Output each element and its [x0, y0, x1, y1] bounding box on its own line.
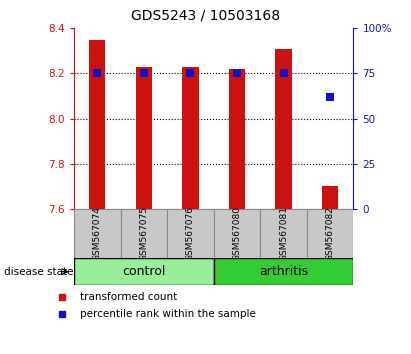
Point	[141, 71, 147, 76]
Bar	[214, 209, 260, 258]
Bar	[74, 209, 120, 258]
Text: arthritis: arthritis	[259, 265, 308, 278]
Bar	[275, 48, 292, 209]
Text: GDS5243 / 10503168: GDS5243 / 10503168	[131, 9, 280, 23]
Bar	[260, 209, 307, 258]
Bar	[229, 69, 245, 209]
Text: disease state: disease state	[4, 267, 74, 277]
Text: GSM567074: GSM567074	[93, 206, 102, 261]
Text: percentile rank within the sample: percentile rank within the sample	[81, 309, 256, 319]
Bar	[322, 186, 338, 209]
Bar	[167, 209, 214, 258]
Bar	[182, 67, 199, 209]
Point	[187, 71, 194, 76]
Text: GSM567081: GSM567081	[279, 206, 288, 261]
Point	[280, 71, 287, 76]
Point	[234, 71, 240, 76]
Text: GSM567076: GSM567076	[186, 206, 195, 261]
Bar	[136, 67, 152, 209]
Bar	[89, 40, 105, 209]
Bar	[74, 258, 214, 285]
Text: GSM567082: GSM567082	[326, 206, 335, 261]
Text: GSM567075: GSM567075	[139, 206, 148, 261]
Text: transformed count: transformed count	[81, 292, 178, 302]
Bar	[307, 209, 353, 258]
Text: control: control	[122, 265, 166, 278]
Text: GSM567080: GSM567080	[233, 206, 242, 261]
Bar	[214, 258, 353, 285]
Point	[94, 71, 101, 76]
Bar	[120, 209, 167, 258]
Point	[327, 94, 333, 100]
